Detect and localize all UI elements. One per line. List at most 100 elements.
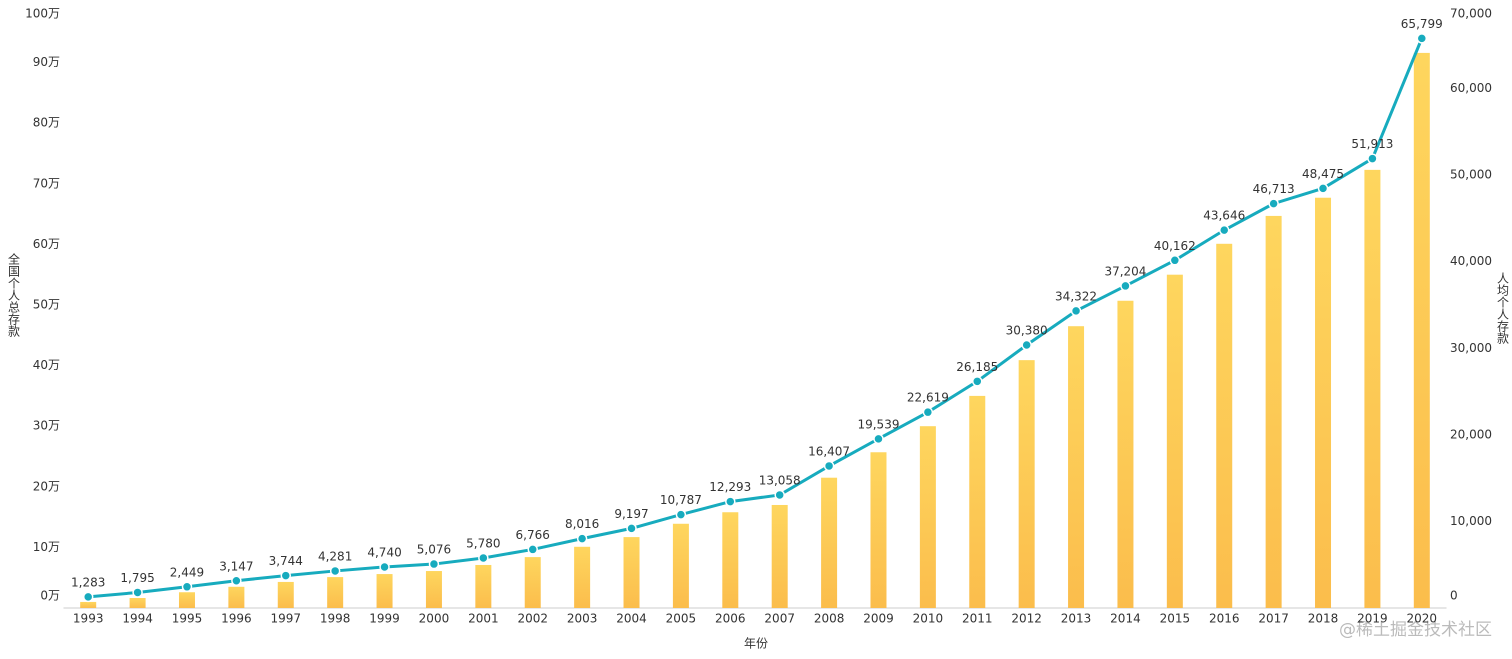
line-point [82,591,94,603]
y-tick-label: 90万 [33,55,60,69]
y2-tick-label: 70,000 [1450,7,1492,21]
line-point [231,575,242,587]
x-tick-label: 1998 [320,612,351,626]
data-label: 1,283 [71,575,105,589]
data-label: 5,780 [466,536,500,550]
bar [178,592,195,608]
data-label: 43,646 [1203,209,1245,223]
bar [771,504,788,608]
line-point [1070,305,1082,317]
bar [129,598,146,608]
x-tick-label: 2007 [764,612,795,626]
x-tick-label: 2016 [1209,612,1240,626]
line-point [379,561,390,573]
y2-tick-label: 0 [1450,589,1458,603]
line-point [873,433,884,445]
line-point [1169,255,1181,266]
x-tick-label: 2002 [517,612,548,626]
y-tick-label: 40万 [33,358,60,372]
y2-tick-label: 20,000 [1450,427,1492,441]
line-point [725,496,736,507]
bar [327,577,344,608]
data-label: 4,740 [367,545,401,559]
data-label: 3,147 [219,559,253,573]
data-label: 40,162 [1154,239,1196,253]
line-point [1317,183,1329,194]
data-label: 12,293 [709,480,751,494]
x-tick-label: 2019 [1357,612,1388,626]
line-point [1416,33,1428,44]
data-label: 9,197 [614,507,648,521]
line-point [329,565,341,577]
bar [821,477,838,608]
bar [1117,300,1134,608]
bar [228,586,245,608]
watermark: @稀土掘金技术社区 [1339,620,1492,640]
line-point [1120,280,1131,292]
y-tick-label: 50万 [33,298,60,312]
y-tick-label: 70万 [33,176,60,190]
data-label: 2,449 [170,565,204,579]
data-label: 16,407 [808,444,850,458]
y2-tick-label: 40,000 [1450,254,1492,268]
x-tick-label: 2008 [814,612,845,626]
line-point [972,376,983,387]
x-tick-label: 2020 [1407,612,1438,626]
bar [524,557,541,608]
data-label: 37,204 [1104,264,1146,278]
y-tick-label: 20万 [33,479,60,493]
bar [80,601,97,608]
x-tick-label: 2006 [715,612,746,626]
y-tick-label: 0万 [40,589,60,603]
line-point [922,406,934,418]
y2-tick-label: 60,000 [1450,81,1492,95]
data-label: 1,795 [120,571,154,585]
line-point [428,558,440,570]
x-tick-label: 2018 [1308,612,1339,626]
bar [623,537,640,608]
data-label: 6,766 [516,528,550,542]
data-label: 10,787 [660,493,702,507]
bar [376,574,393,608]
line-point [280,570,292,581]
x-tick-label: 2011 [962,612,993,626]
data-label: 48,475 [1302,167,1344,181]
bar [277,581,294,608]
data-label: 65,799 [1401,17,1443,31]
line-point [1218,224,1230,236]
x-tick-label: 2010 [913,612,944,626]
line-point [823,460,835,472]
bar [1315,197,1332,608]
x-tick-label: 2004 [616,612,647,626]
line-point [527,544,538,555]
bar [722,512,739,608]
bar [969,395,986,608]
y2-tick-label: 50,000 [1450,168,1492,182]
bar [1265,215,1282,608]
line-point [774,489,785,501]
line-point [626,523,637,534]
data-label: 26,185 [956,360,998,374]
bar [1364,169,1381,608]
x-tick-label: 1993 [73,612,104,626]
x-tick-label: 2012 [1011,612,1042,626]
data-label: 34,322 [1055,289,1097,303]
x-tick-label: 2009 [863,612,894,626]
x-tick-label: 2013 [1061,612,1092,626]
bar [1216,243,1233,608]
line-point [1268,198,1279,209]
x-tick-label: 2003 [567,612,598,626]
line-point [132,587,143,598]
data-label: 4,281 [318,549,352,563]
line [88,37,1424,599]
x-tick-label: 2015 [1160,612,1191,626]
data-label: 22,619 [907,391,949,405]
bar [1068,326,1085,608]
y-axis-title: 全国个人总存款 [7,252,21,338]
bar [919,426,936,608]
bar [870,452,887,608]
x-tick-label: 1999 [369,612,400,626]
data-label: 46,713 [1253,182,1295,196]
y-tick-label: 80万 [33,116,60,130]
